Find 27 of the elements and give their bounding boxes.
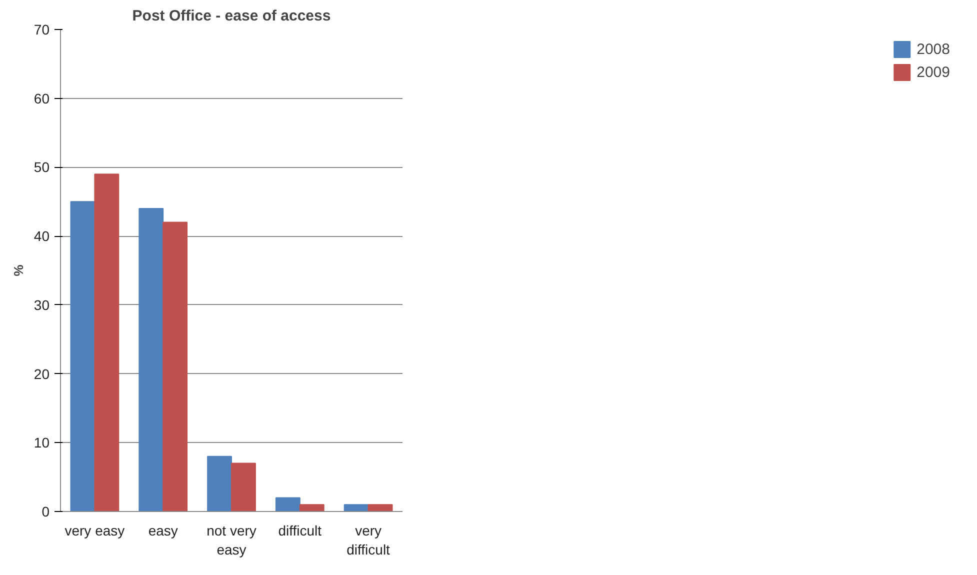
legend-label: 2008 bbox=[916, 40, 950, 58]
bar bbox=[275, 497, 300, 512]
bar bbox=[344, 504, 369, 512]
y-tick-label: 40 bbox=[34, 228, 50, 244]
bar bbox=[299, 504, 324, 512]
y-axis-title: % bbox=[10, 264, 26, 276]
bar bbox=[162, 222, 188, 512]
bar bbox=[94, 174, 120, 512]
y-tick-label: 50 bbox=[34, 159, 50, 176]
y-tick-label: 20 bbox=[34, 366, 50, 382]
bar bbox=[138, 208, 164, 512]
x-tick-label: easy bbox=[148, 522, 178, 538]
chart-title: Post Office - ease of access bbox=[132, 8, 331, 24]
bar bbox=[70, 201, 96, 512]
y-tick-label: 70 bbox=[34, 22, 50, 38]
x-tick-label: difficult bbox=[278, 522, 322, 538]
x-tick-label: very difficult bbox=[346, 522, 390, 558]
x-tick-label: not very easy bbox=[206, 522, 256, 558]
x-tick-label: very easy bbox=[64, 522, 125, 538]
y-tick-label: 30 bbox=[34, 296, 50, 313]
y-tick-label: 0 bbox=[42, 504, 50, 520]
legend-label: 2009 bbox=[916, 64, 950, 80]
bar bbox=[231, 462, 256, 512]
y-tick-label: 10 bbox=[34, 434, 50, 451]
y-tick-label: 60 bbox=[34, 90, 50, 106]
bar bbox=[368, 504, 393, 512]
bar bbox=[207, 456, 232, 512]
